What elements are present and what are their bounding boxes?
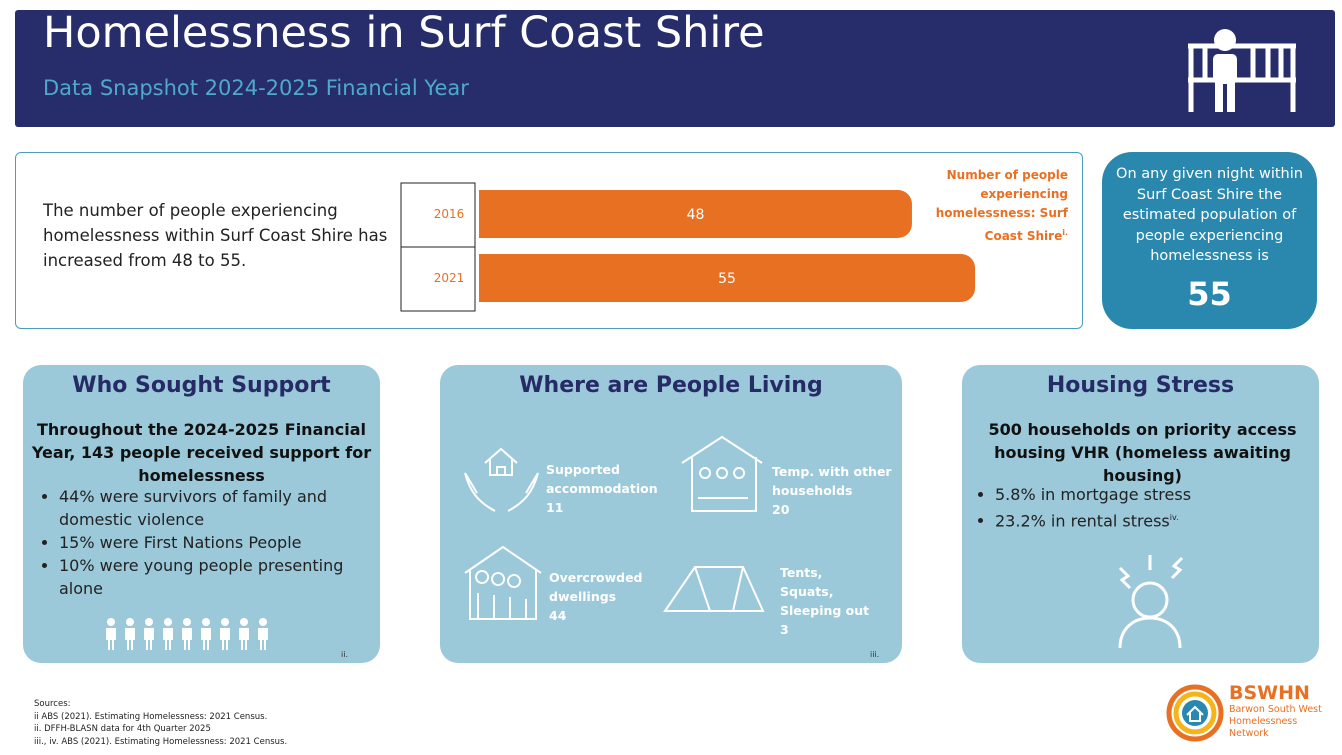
panel-title: Housing Stress <box>1046 373 1235 398</box>
support-panel: Who Sought Support Throughout the 2024-2… <box>23 365 380 663</box>
category-label: 2021 <box>434 271 465 285</box>
item-label: Tents, Squats, Sleeping out <box>780 565 870 618</box>
bullet: 5.8% in mortgage stress <box>995 483 1309 506</box>
bullet: 23.2% in rental stressiv. <box>995 506 1309 532</box>
bullet: 15% were First Nations People <box>59 531 360 554</box>
panel-lead: 500 households on priority access housin… <box>988 420 1297 485</box>
header <box>15 10 1335 127</box>
panel-lead: Throughout the 2024-2025 Financial Year,… <box>31 420 372 485</box>
summary-box <box>15 152 1083 329</box>
sources: Sources: ii ABS (2021). Estimating Homel… <box>34 698 287 748</box>
living-icons <box>464 435 765 620</box>
living-item: Tents, Squats, Sleeping out 3 <box>780 563 880 639</box>
bench-icon <box>1188 29 1296 112</box>
bullet-list: 5.8% in mortgage stress23.2% in rental s… <box>962 483 1309 532</box>
footnote-mark: iv. <box>1169 513 1179 522</box>
living-item: Temp. with other households 20 <box>772 462 892 519</box>
panel-title: Where are People Living <box>519 373 823 398</box>
logo-mark <box>1166 684 1224 742</box>
footnote: ii. <box>341 650 348 659</box>
title: Homelessness in Surf Coast Shire <box>43 8 765 58</box>
bar-value: 55 <box>718 271 736 287</box>
item-value: 11 <box>546 500 564 515</box>
living-item: Overcrowded dwellings 44 <box>549 568 669 625</box>
legend-note: i. <box>1062 228 1068 237</box>
item-label: Overcrowded dwellings <box>549 570 643 604</box>
people-icon <box>106 618 268 650</box>
bullet-list: 44% were survivors of family and domesti… <box>23 485 360 600</box>
living-item: Supported accommodation 11 <box>546 460 666 517</box>
item-value: 20 <box>772 502 790 517</box>
bar-value: 48 <box>687 207 705 223</box>
item-label: Supported accommodation <box>546 462 658 496</box>
source-line: iii., iv. ABS (2021). Estimating Homeles… <box>34 736 288 747</box>
bar <box>479 254 976 302</box>
legend-text: Number of people experiencing homelessne… <box>935 168 1068 243</box>
bullet: 10% were young people presenting alone <box>59 554 360 600</box>
summary-text: The number of people experiencing homele… <box>43 201 388 270</box>
bar-chart: 2016 48 2021 55 <box>400 182 976 312</box>
bullet: 44% were survivors of family and domesti… <box>59 485 360 531</box>
logo-name: BSWHN <box>1229 682 1310 704</box>
callout: On any given night within Surf Coast Shi… <box>1102 152 1317 329</box>
subtitle: Data Snapshot 2024-2025 Financial Year <box>43 76 469 100</box>
source-line: ii. DFFH-BLASN data for 4th Quarter 2025 <box>34 724 211 734</box>
callout-text: On any given night within Surf Coast Shi… <box>1116 166 1303 264</box>
callout-value: 55 <box>1187 274 1232 313</box>
logo-full: Barwon South West Homelessness Network <box>1229 704 1322 739</box>
source-line: ii ABS (2021). Estimating Homelessness: … <box>34 711 268 722</box>
item-value: 44 <box>549 608 567 623</box>
footnote: iii. <box>870 650 880 659</box>
bar <box>479 190 912 238</box>
stress-icon <box>1118 555 1184 649</box>
sources-heading: Sources: <box>34 699 71 709</box>
item-label: Temp. with other households <box>772 464 892 498</box>
stress-panel: Housing Stress 500 households on priorit… <box>962 365 1319 663</box>
item-value: 3 <box>780 622 789 637</box>
category-label: 2016 <box>434 207 465 221</box>
chart-legend: Number of people experiencing homelessne… <box>930 166 1068 246</box>
panel-title: Who Sought Support <box>72 373 331 398</box>
living-panel: Where are People Living Supported accomm… <box>440 365 902 663</box>
